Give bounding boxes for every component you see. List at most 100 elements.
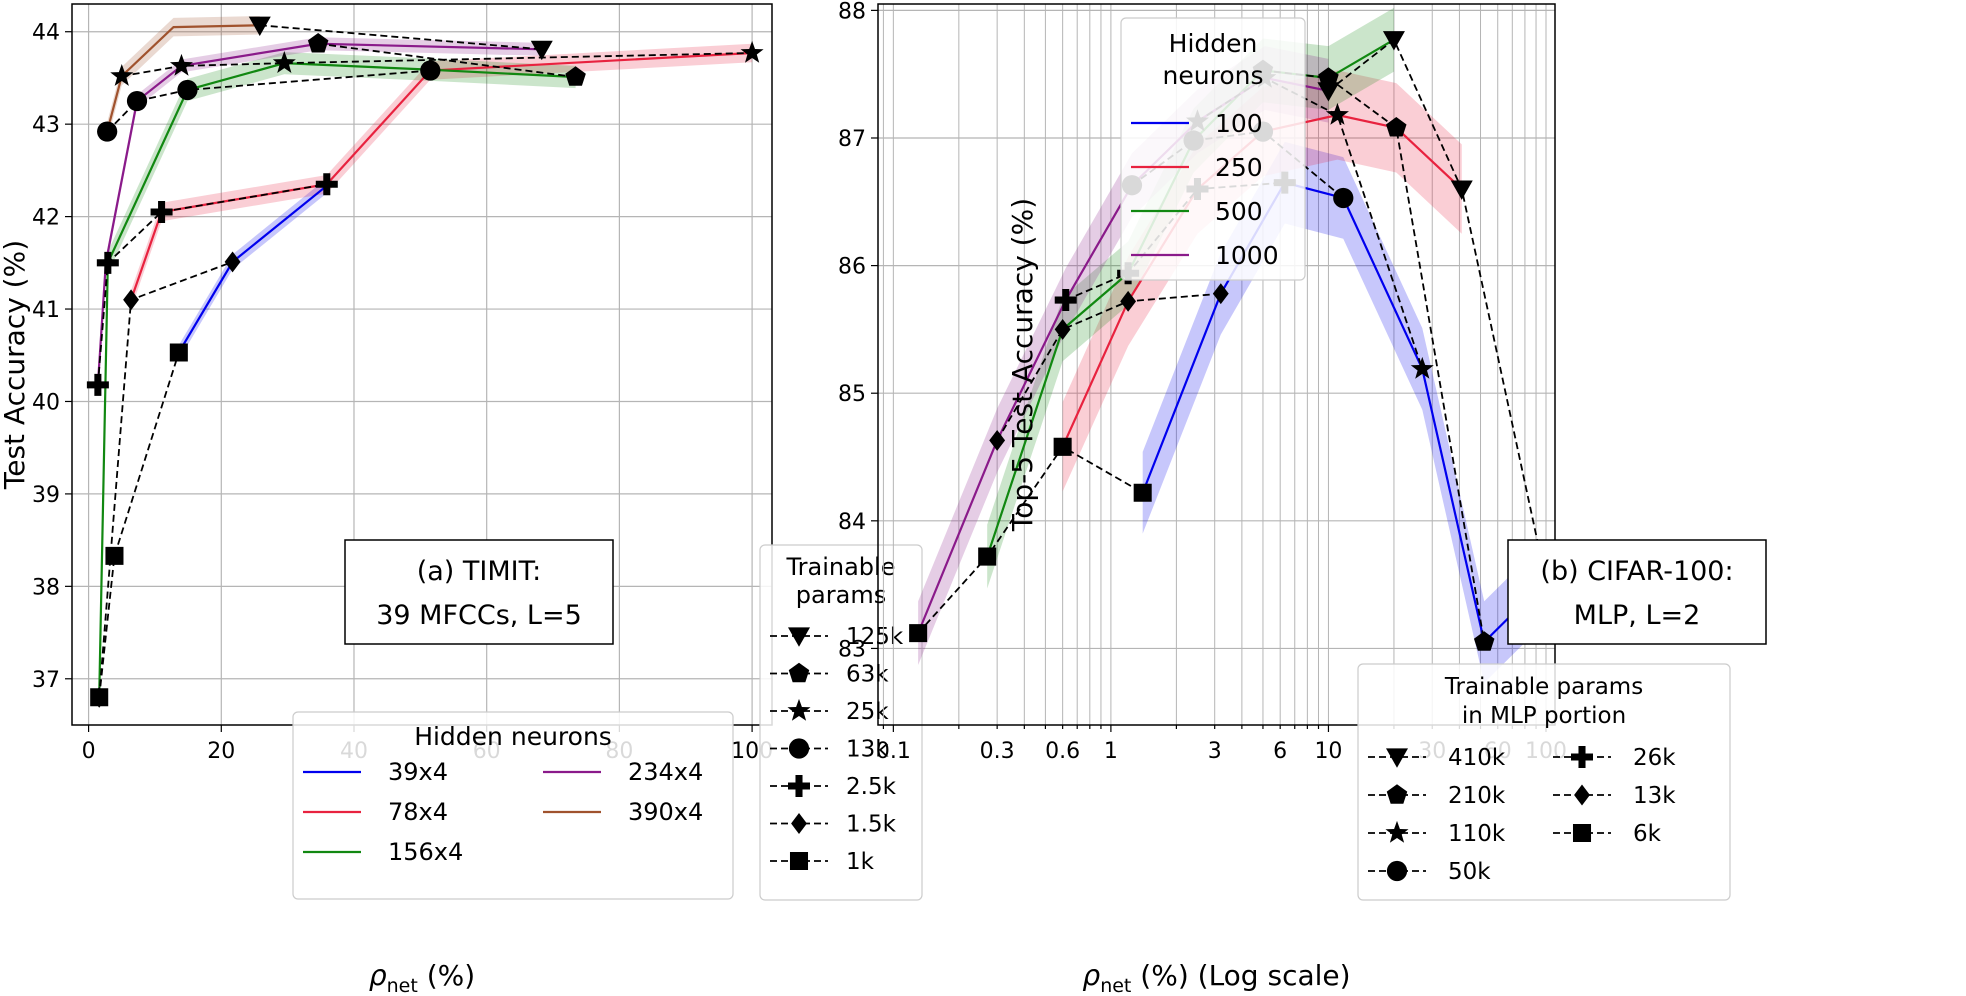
y-axis-label: Top-5 Test Accuracy (%): [1006, 198, 1039, 532]
annotation-line: (b) CIFAR-100:: [1540, 556, 1733, 587]
axes-frame: [877, 3, 1556, 726]
series-band-390x4: [107, 16, 260, 141]
legend-marker-square: [789, 851, 809, 871]
marker-circle: [1333, 187, 1354, 209]
marker-circle: [420, 60, 441, 81]
legend-marker-label: 13k: [1633, 783, 1676, 809]
legend-marker-label: 410k: [1448, 745, 1506, 771]
x-tick-label: 3: [1208, 739, 1222, 764]
legend-color-label: 1000: [1215, 241, 1279, 270]
legend-color-label: 234x4: [628, 758, 703, 786]
param-line-410k: [1327, 38, 1547, 581]
legend-color-label: 156x4: [388, 838, 463, 866]
x-tick-label: 0.1: [876, 739, 911, 764]
marker-tri_down: [1450, 180, 1473, 200]
series-line-234x4: [96, 42, 542, 385]
y-tick-label: 44: [32, 21, 60, 46]
marker-plus: [150, 200, 173, 223]
marker-star: [272, 51, 296, 73]
marker-legend-title: Trainable params: [1444, 674, 1643, 700]
legend-marker-tri_down: [1386, 748, 1408, 768]
marker-circle: [126, 90, 148, 112]
x-tick-label: 20: [207, 739, 235, 764]
marker-diamond: [1120, 290, 1137, 312]
marker-square: [90, 688, 109, 707]
plot-area: [86, 16, 764, 709]
y-tick-label: 83: [838, 637, 866, 662]
y-tick-label: 39: [32, 483, 60, 508]
x-tick-label: 0.3: [980, 739, 1015, 764]
annotation-frame: [344, 539, 614, 645]
marker-tri_down: [1382, 31, 1405, 51]
legend-marker-label: 26k: [1633, 745, 1676, 771]
legend-marker-label: 1.5k: [846, 812, 897, 838]
legend-marker-circle: [788, 738, 810, 759]
legend-frame: [1357, 663, 1731, 901]
param-line-13k: [106, 69, 431, 133]
marker-square: [978, 547, 997, 566]
legend-marker-label: 1k: [846, 849, 875, 875]
param-line-1.5k: [98, 261, 233, 698]
legend-marker-label: 50k: [1448, 859, 1491, 885]
color-legend-title: Hidden neurons: [414, 722, 612, 751]
y-tick-label: 84: [838, 510, 866, 535]
param-line-210k: [1262, 69, 1486, 643]
marker-square: [1053, 437, 1072, 456]
legend-marker-label: 63k: [846, 662, 889, 688]
marker-legend-title: Trainable: [786, 553, 896, 581]
marker-legend: Trainable params in MLP portion 410k 210k 11…: [1357, 663, 1731, 901]
marker-star: [740, 40, 764, 63]
marker-plus: [96, 251, 119, 274]
marker-pentagon: [1473, 631, 1495, 651]
legend-marker-square: [1572, 823, 1592, 843]
marker-pentagon: [1386, 117, 1407, 137]
marker-legend-title: params: [796, 581, 886, 609]
legend-marker-label: 13k: [846, 737, 889, 763]
x-tick-label: 0.6: [1045, 739, 1080, 764]
legend-marker-star: [787, 698, 811, 721]
annotation-line: 39 MFCCs, L=5: [376, 600, 582, 631]
marker-star: [169, 53, 193, 76]
color-legend-title: neurons: [1163, 61, 1264, 90]
marker-tri_down: [530, 40, 553, 61]
x-tick-label: 6: [1273, 739, 1287, 764]
legend-color-label: 500: [1215, 197, 1263, 226]
legend-marker-label: 6k: [1633, 821, 1662, 847]
legend-color-label: 250: [1215, 153, 1263, 182]
x-axis-label: ρnet (%) (Log scale): [1082, 959, 1350, 996]
legend-marker-pentagon: [1386, 784, 1408, 804]
annotation-line: MLP, L=2: [1574, 600, 1701, 631]
legend-marker-label: 2.5k: [846, 774, 897, 800]
legend-frame: [1120, 17, 1306, 281]
annotation-box: (a) TIMIT: 39 MFCCs, L=5: [344, 539, 614, 645]
y-tick-label: 41: [32, 298, 60, 323]
legend-marker-diamond: [791, 813, 807, 834]
marker-plus: [1054, 289, 1077, 312]
param-line-25k: [121, 52, 753, 77]
x-tick-label: 10: [1314, 739, 1342, 764]
marker-diamond: [1212, 283, 1229, 305]
legend-color-label: 78x4: [388, 798, 448, 826]
legend-marker-diamond: [1574, 784, 1590, 806]
param-line-125k: [259, 24, 542, 51]
marker-pentagon: [565, 66, 586, 86]
marker-diamond: [224, 251, 241, 273]
y-tick-label: 43: [32, 113, 60, 138]
color-legend-title: Hidden: [1169, 29, 1258, 58]
marker-diamond: [989, 429, 1006, 451]
legend-color-label: 390x4: [628, 798, 703, 826]
marker-square: [105, 546, 124, 565]
legend-color-label: 39x4: [388, 758, 448, 786]
y-tick-label: 42: [32, 206, 60, 231]
panel-a-timit: 0204060801003738394041424344ρnet (%)Test…: [0, 3, 923, 996]
marker-diamond: [1054, 318, 1071, 340]
panel-b-cifar100: 0.10.30.6136103060100838485868788ρnet (%…: [838, 0, 1767, 996]
marker-circle: [97, 121, 118, 142]
marker-square: [169, 343, 188, 362]
marker-plus: [86, 373, 109, 396]
annotation-line: (a) TIMIT:: [417, 556, 542, 587]
grid: [72, 4, 772, 725]
y-tick-label: 38: [32, 575, 60, 600]
